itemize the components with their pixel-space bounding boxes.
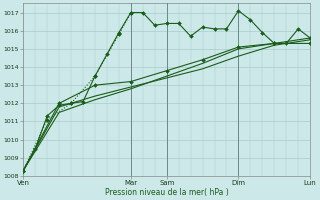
X-axis label: Pression niveau de la mer( hPa ): Pression niveau de la mer( hPa ) bbox=[105, 188, 228, 197]
